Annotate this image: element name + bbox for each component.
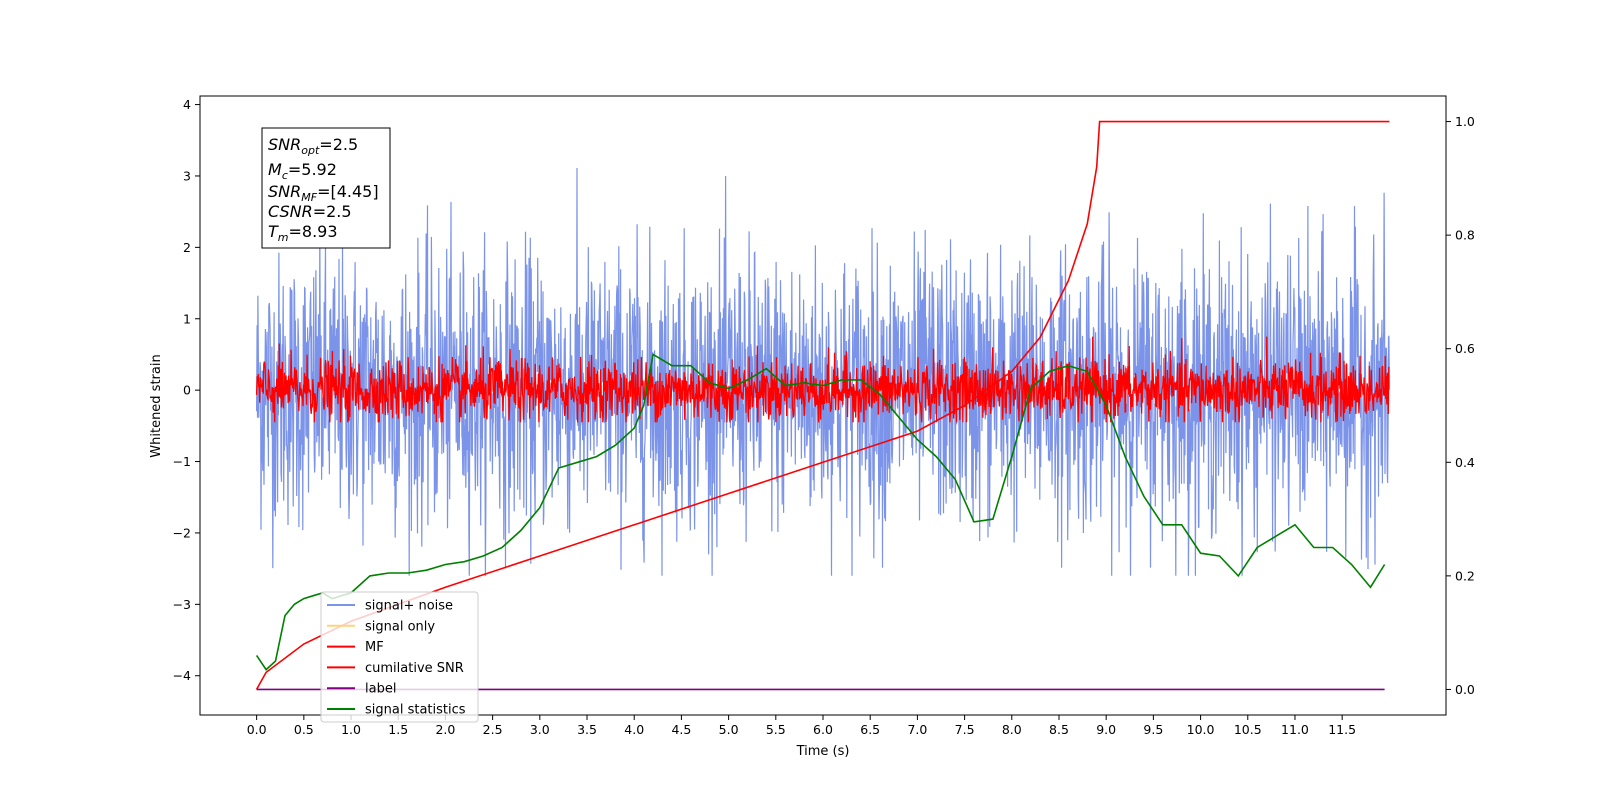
y-axis-label: Whitened strain: [149, 354, 164, 457]
y-tick-label: −2: [173, 525, 191, 540]
signal-statistics-line: [255, 353, 1386, 671]
x-tick-label: 2.5: [483, 722, 503, 737]
mf-line: [255, 336, 1390, 423]
x-tick-label: 11.0: [1281, 722, 1309, 737]
y-tick-label: 4: [183, 97, 191, 112]
y-tick-label: 0: [183, 383, 191, 398]
x-tick-label: 7.0: [907, 722, 927, 737]
info-mc: Mc=5.92: [268, 160, 337, 182]
legend-label: signal only: [365, 619, 435, 634]
x-tick-label: 0.5: [294, 722, 314, 737]
legend-label: signal+ noise: [365, 599, 453, 614]
info-csnr: CSNR=2.5: [268, 202, 352, 221]
x-tick-label: 4.0: [624, 722, 644, 737]
signal-noise-line: [256, 167, 1390, 576]
y2-tick-label: 1.0: [1455, 114, 1475, 129]
x-tick-label: 4.5: [671, 722, 691, 737]
y2-tick-label: 0.0: [1455, 682, 1475, 697]
x-tick-label: 9.0: [1096, 722, 1116, 737]
x-axis-label: Time (s): [796, 744, 850, 759]
x-tick-label: 8.0: [1002, 722, 1022, 737]
info-box: SNRopt=2.5 Mc=5.92 SNRMF=[4.45] CSNR=2.5…: [261, 127, 391, 249]
legend: signal+ noise signal only MF cumilative SNR…: [320, 591, 479, 723]
y2-tick-label: 0.8: [1455, 228, 1475, 243]
x-tick-label: 3.5: [577, 722, 597, 737]
x-tick-label: 1.0: [341, 722, 361, 737]
y-tick-label: −1: [173, 454, 191, 469]
legend-label: MF: [365, 640, 384, 655]
y-tick-label: 1: [183, 311, 191, 326]
x-tick-label: 0.0: [247, 722, 267, 737]
x-tick-label: 6.5: [860, 722, 880, 737]
info-tm: Tm=8.93: [268, 222, 338, 244]
x-tick-label: 11.5: [1328, 722, 1356, 737]
x-tick-label: 5.0: [719, 722, 739, 737]
legend-label: cumilative SNR: [365, 661, 464, 676]
x-tick-label: 1.5: [388, 722, 408, 737]
info-snr-mf: SNRMF=[4.45]: [268, 182, 379, 204]
x-tick-label: 7.5: [955, 722, 975, 737]
x-tick-label: 8.5: [1049, 722, 1069, 737]
x-tick-label: 3.0: [530, 722, 550, 737]
y2-tick-label: 0.2: [1455, 568, 1475, 583]
legend-label: label: [365, 682, 396, 697]
x-axis-ticks: 0.0 0.5 1.0 1.5 2.0 2.5 3.0 3.5 4.0 4.5 5.0 5.5 6.0 6…: [247, 715, 1356, 737]
y2-tick-label: 0.6: [1455, 341, 1475, 356]
legend-label: signal statistics: [365, 703, 466, 718]
info-snr-opt: SNRopt=2.5: [268, 135, 358, 157]
y-tick-label: −3: [173, 597, 191, 612]
x-tick-label: 6.0: [813, 722, 833, 737]
x-tick-label: 10.0: [1187, 722, 1215, 737]
x-tick-label: 2.0: [435, 722, 455, 737]
mf-series: [255, 336, 1390, 423]
x-tick-label: 10.5: [1234, 722, 1262, 737]
y2-axis-ticks: 1.0 0.8 0.6 0.4 0.2 0.0: [1446, 114, 1475, 697]
y-tick-label: −4: [173, 668, 191, 683]
y-tick-label: 2: [183, 240, 191, 255]
x-tick-label: 9.5: [1143, 722, 1163, 737]
x-tick-label: 5.5: [766, 722, 786, 737]
y2-tick-label: 0.4: [1455, 455, 1475, 470]
y-axis-ticks: 4 3 2 1 0 −1 −2 −3 −4: [173, 97, 200, 683]
y-tick-label: 3: [183, 168, 191, 183]
signal-noise-series: [256, 167, 1390, 576]
